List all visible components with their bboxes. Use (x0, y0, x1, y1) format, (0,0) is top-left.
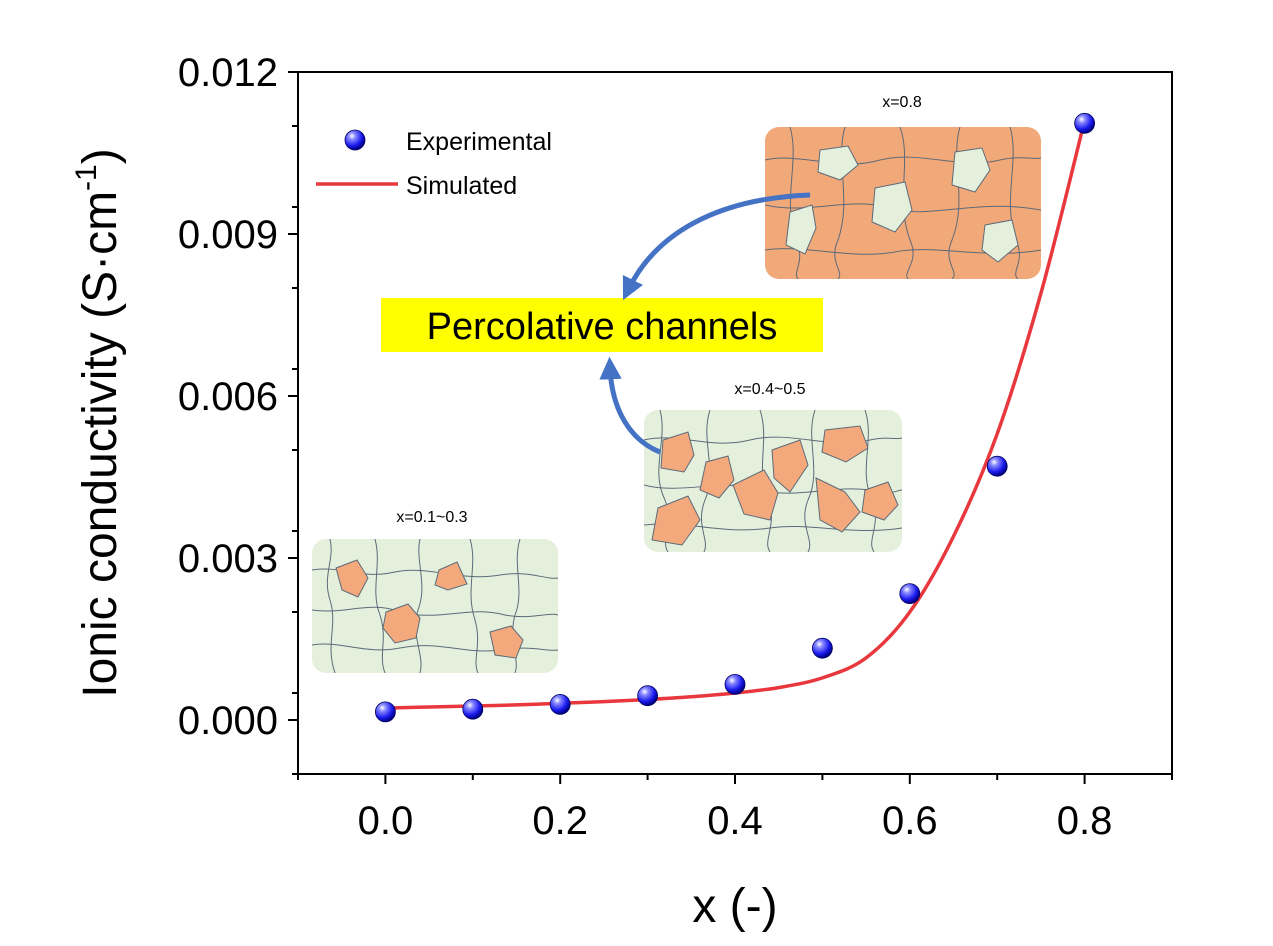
inset-low-x-label: x=0.1~0.3 (396, 509, 467, 526)
arrow-from-mid-x (599, 356, 661, 455)
x-axis-title: x (-) (692, 880, 777, 933)
callout-background (381, 298, 823, 352)
inset-high-x: x=0.8 (765, 94, 1041, 279)
experimental-point (462, 698, 484, 720)
x-tick-label: 0.6 (882, 799, 938, 843)
legend-marker-experimental (344, 129, 366, 151)
y-axis-title-close: ) (74, 148, 127, 164)
y-tick-label: 0.012 (178, 51, 278, 95)
y-tick-label: 0.003 (178, 537, 278, 581)
inset-low-x: x=0.1~0.3 (312, 509, 558, 673)
series-simulated-line (385, 120, 1087, 710)
experimental-point (899, 583, 921, 605)
x-tick-label: 0.4 (707, 799, 763, 843)
y-axis-title-main: Ionic conductivity (S·cm (74, 191, 127, 698)
legend: Experimental Simulated (316, 128, 552, 200)
experimental-point (637, 685, 658, 707)
legend-label-simulated: Simulated (406, 172, 517, 200)
y-axis-title-superscript: -1 (70, 164, 103, 191)
inset-mid-x-label: x=0.4~0.5 (734, 381, 805, 398)
experimental-point (374, 701, 396, 723)
y-tick-label: 0.006 (178, 375, 278, 419)
inset-high-x-label: x=0.8 (882, 94, 922, 111)
axis-ticks (288, 71, 1173, 784)
experimental-point (1074, 112, 1095, 134)
callout-percolative: Percolative channels (381, 192, 823, 455)
tick-labels: 0.0 0.2 0.4 0.6 0.8 0.000 0.003 0.006 0.009 0.012 (178, 51, 1113, 843)
experimental-point (812, 637, 833, 659)
y-tick-label: 0.009 (178, 213, 278, 257)
callout-label: Percolative channels (427, 306, 778, 348)
inset-low-x-background (312, 539, 558, 673)
x-tick-label: 0.8 (1057, 799, 1113, 843)
series-experimental-points (374, 112, 1095, 723)
x-tick-label: 0.2 (532, 799, 588, 843)
experimental-point (724, 673, 746, 695)
legend-label-experimental: Experimental (406, 128, 552, 156)
arrow-from-high-x (622, 192, 811, 301)
x-tick-label: 0.0 (358, 799, 414, 843)
experimental-point (986, 455, 1008, 477)
y-tick-label: 0.000 (178, 699, 278, 743)
experimental-point (549, 693, 571, 715)
y-axis-title: Ionic conductivity (S·cm-1) (70, 148, 127, 697)
inset-mid-x: x=0.4~0.5 (644, 381, 902, 552)
